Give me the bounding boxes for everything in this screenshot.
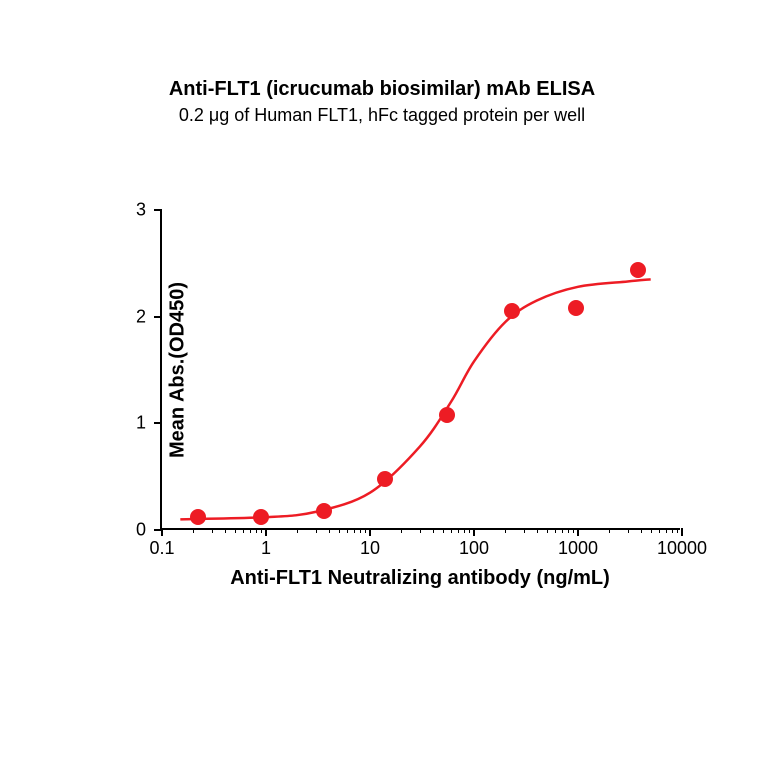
x-minor-tick [505, 528, 506, 533]
y-tick-label: 3 [116, 200, 146, 221]
x-tick-label: 0.1 [149, 538, 174, 559]
x-minor-tick [659, 528, 660, 533]
x-minor-tick [464, 528, 465, 533]
x-minor-tick [547, 528, 548, 533]
x-minor-tick [641, 528, 642, 533]
data-point [568, 300, 584, 316]
data-point [630, 262, 646, 278]
x-minor-tick [537, 528, 538, 533]
x-minor-tick [316, 528, 317, 533]
x-minor-tick [347, 528, 348, 533]
x-tick-label: 1 [261, 538, 271, 559]
y-tick-label: 1 [116, 413, 146, 434]
x-tick [681, 528, 683, 536]
x-tick [161, 528, 163, 536]
x-minor-tick [261, 528, 262, 533]
y-tick [154, 316, 162, 318]
x-tick-label: 1000 [558, 538, 598, 559]
x-minor-tick [354, 528, 355, 533]
x-minor-tick [365, 528, 366, 533]
plot-area: 01230.1110100100010000 [160, 210, 680, 530]
x-minor-tick [212, 528, 213, 533]
x-minor-tick [609, 528, 610, 533]
x-minor-tick [568, 528, 569, 533]
x-minor-tick [420, 528, 421, 533]
x-tick [369, 528, 371, 536]
x-minor-tick [443, 528, 444, 533]
x-minor-tick [562, 528, 563, 533]
x-minor-tick [235, 528, 236, 533]
data-point [253, 509, 269, 525]
data-point [504, 303, 520, 319]
x-minor-tick [458, 528, 459, 533]
y-tick-label: 2 [116, 306, 146, 327]
x-minor-tick [433, 528, 434, 533]
fit-curve [162, 210, 682, 530]
x-minor-tick [672, 528, 673, 533]
x-axis-title: Anti-FLT1 Neutralizing antibody (ng/mL) [160, 567, 680, 590]
x-minor-tick [677, 528, 678, 533]
y-tick [154, 209, 162, 211]
x-minor-tick [451, 528, 452, 533]
x-tick [473, 528, 475, 536]
x-tick [577, 528, 579, 536]
chart-subtitle: 0.2 μg of Human FLT1, hFc tagged protein… [0, 105, 764, 126]
x-minor-tick [666, 528, 667, 533]
chart-title: Anti-FLT1 (icrucumab biosimilar) mAb ELI… [0, 78, 764, 101]
x-minor-tick [329, 528, 330, 533]
data-point [439, 407, 455, 423]
x-tick-label: 10000 [657, 538, 707, 559]
x-minor-tick [250, 528, 251, 533]
x-minor-tick [651, 528, 652, 533]
x-tick-label: 10 [360, 538, 380, 559]
x-tick-label: 100 [459, 538, 489, 559]
data-point [377, 471, 393, 487]
data-point [190, 509, 206, 525]
x-minor-tick [555, 528, 556, 533]
x-minor-tick [297, 528, 298, 533]
x-minor-tick [628, 528, 629, 533]
x-minor-tick [360, 528, 361, 533]
x-minor-tick [256, 528, 257, 533]
x-minor-tick [573, 528, 574, 533]
x-minor-tick [243, 528, 244, 533]
x-minor-tick [339, 528, 340, 533]
chart-title-block: Anti-FLT1 (icrucumab biosimilar) mAb ELI… [0, 78, 764, 126]
x-tick [265, 528, 267, 536]
y-tick [154, 422, 162, 424]
y-tick-label: 0 [116, 520, 146, 541]
x-minor-tick [225, 528, 226, 533]
chart-container: Mean Abs.(OD450) 01230.1110100100010000 … [60, 190, 700, 610]
data-point [316, 503, 332, 519]
x-minor-tick [524, 528, 525, 533]
curve-path [180, 279, 650, 519]
x-minor-tick [469, 528, 470, 533]
x-minor-tick [193, 528, 194, 533]
x-minor-tick [401, 528, 402, 533]
